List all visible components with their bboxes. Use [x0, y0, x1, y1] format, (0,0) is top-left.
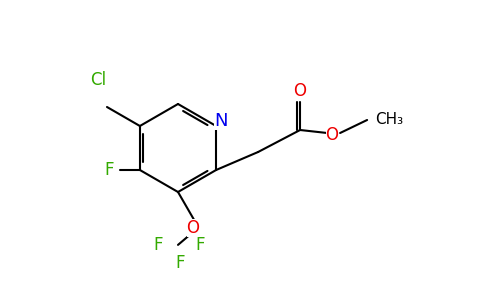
Text: F: F — [175, 254, 185, 272]
Text: Cl: Cl — [90, 71, 106, 89]
Text: O: O — [186, 219, 199, 237]
Text: F: F — [104, 161, 114, 179]
Text: CH₃: CH₃ — [375, 112, 403, 127]
Text: O: O — [326, 126, 339, 144]
Text: N: N — [214, 112, 228, 130]
Text: O: O — [294, 82, 306, 100]
Text: F: F — [195, 236, 205, 254]
Text: F: F — [153, 236, 163, 254]
